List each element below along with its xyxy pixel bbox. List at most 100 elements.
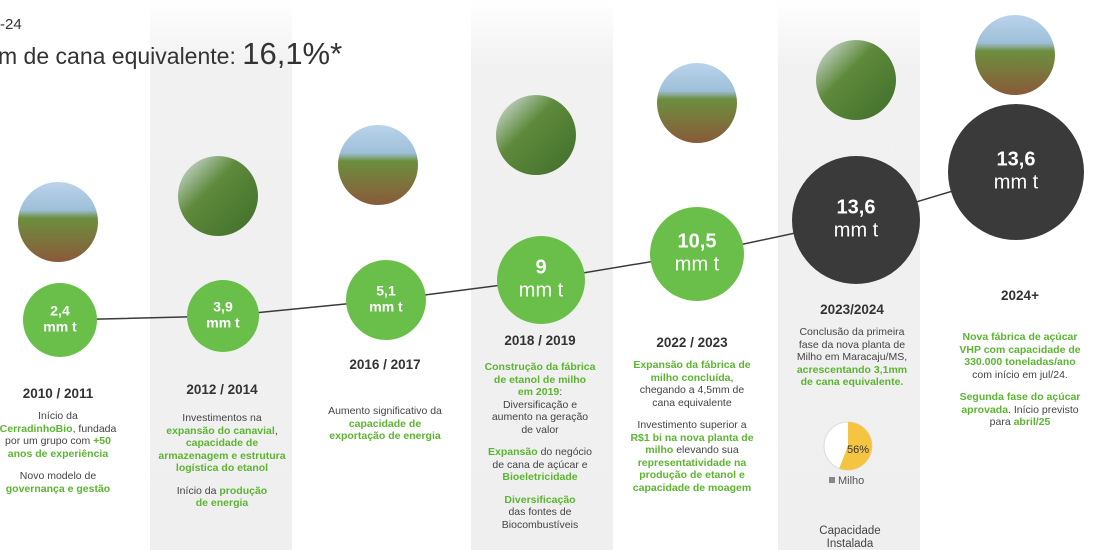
line: Biocombustíveis xyxy=(455,519,625,532)
text: Conclusão da primeira xyxy=(799,326,904,338)
bubble-unit: mm t xyxy=(206,314,240,330)
description: Expansão da fábrica demilho concluída,ch… xyxy=(607,359,777,504)
text: para xyxy=(990,416,1014,428)
bubble-value: 10,5 xyxy=(678,230,717,252)
line: Nova fábrica de açúcar xyxy=(935,331,1093,344)
highlight-text: Expansão xyxy=(488,446,538,458)
highlight-text: de etanol de milho xyxy=(494,374,586,386)
highlight-text: R$1 bi na nova planta de xyxy=(630,432,753,444)
paragraph: Início da produçãode energia xyxy=(137,485,307,510)
text: aumento na geração xyxy=(492,411,588,423)
bubble-value: 13,6 xyxy=(837,196,876,218)
highlight-text: Expansão da fábrica de xyxy=(633,359,750,371)
line: milho elevando sua xyxy=(607,444,777,457)
line: em 2019: xyxy=(455,386,625,399)
highlight-text: governança e gestão xyxy=(6,483,110,495)
line: VHP com capacidade de xyxy=(935,344,1093,357)
text: Biocombustíveis xyxy=(502,519,578,531)
page: Timeline {"header": {"prefix": "-24", "t… xyxy=(0,0,1093,550)
photo xyxy=(496,95,576,175)
highlight-text: capacidade de xyxy=(186,437,258,449)
line: R$1 bi na nova planta de xyxy=(607,432,777,445)
line: por um grupo com +50 xyxy=(0,435,143,448)
highlight-text: exportação de energia xyxy=(329,430,440,442)
line: chegando a 4,5mm de xyxy=(607,384,777,397)
highlight-text: +50 xyxy=(93,435,111,447)
pie-caption: Capacidade xyxy=(819,525,880,537)
highlight-text: VHP com capacidade de xyxy=(959,344,1080,356)
text: com início em jul/24. xyxy=(972,369,1068,381)
bubble-unit: mm t xyxy=(994,171,1039,193)
bubble-unit: mm t xyxy=(675,253,720,275)
line: acrescentando 3,1mm xyxy=(767,364,937,377)
text: fase da nova planta de xyxy=(799,339,905,351)
text: do negócio xyxy=(538,446,592,458)
line: 330.000 toneladas/ano xyxy=(935,356,1093,369)
description: Nova fábrica de açúcarVHP com capacidade… xyxy=(935,331,1093,439)
text: , xyxy=(731,372,734,384)
highlight-text: acrescentando 3,1mm xyxy=(797,364,907,376)
line: Milho em Maracaju/MS, xyxy=(767,351,937,364)
line: logística do etanol xyxy=(137,462,307,475)
highlight-text: CerradinhoBio xyxy=(0,423,73,435)
line: capacidade de xyxy=(300,418,470,431)
line: Diversificação xyxy=(455,494,625,507)
paragraph: Investimento superior aR$1 bi na nova pl… xyxy=(607,419,777,494)
highlight-text: produção de etanol e xyxy=(639,469,745,481)
line: com início em jul/24. xyxy=(935,369,1093,382)
text: Início da xyxy=(177,485,220,497)
line: produção de etanol e xyxy=(607,469,777,482)
line: de energia xyxy=(137,497,307,510)
line: Bioeletricidade xyxy=(455,471,625,484)
highlight-text: abril/25 xyxy=(1014,416,1051,428)
line: governança e gestão xyxy=(0,483,143,496)
line: Aumento significativo da xyxy=(300,405,470,418)
period: 2016 / 2017 xyxy=(300,357,470,372)
line: fase da nova planta de xyxy=(767,339,937,352)
text: , xyxy=(275,425,278,437)
highlight-text: Diversificação xyxy=(504,494,575,506)
line: de cana de açúcar e xyxy=(455,459,625,472)
highlight-text: logística do etanol xyxy=(176,462,268,474)
text: Aumento significativo da xyxy=(328,405,442,417)
line: Início da produção xyxy=(137,485,307,498)
text: Início da xyxy=(38,410,78,422)
line: Construção da fábrica xyxy=(455,361,625,374)
line: representatividade na xyxy=(607,457,777,470)
highlight-text: 330.000 toneladas/ano xyxy=(964,356,1075,368)
bubble-value: 9 xyxy=(535,256,546,278)
highlight-text: em 2019 xyxy=(518,386,559,398)
highlight-text: representatividade na xyxy=(638,457,747,469)
line: Expansão da fábrica de xyxy=(607,359,777,372)
line: capacidade de moagem xyxy=(607,482,777,495)
period: 2018 / 2019 xyxy=(455,333,625,348)
line: Início da xyxy=(0,410,143,423)
description: Construção da fábricade etanol de milhoe… xyxy=(455,361,625,541)
text: chegando a 4,5mm de xyxy=(640,384,745,396)
period: 2010 / 2011 xyxy=(0,386,143,401)
line: exportação de energia xyxy=(300,430,470,443)
highlight-text: milho concluída xyxy=(651,372,731,384)
text: cana equivalente xyxy=(652,397,731,409)
bubble-unit: mm t xyxy=(834,219,879,241)
period: 2023/2024 xyxy=(767,302,937,317)
line: Conclusão da primeira xyxy=(767,326,937,339)
line: aumento na geração xyxy=(455,411,625,424)
photo xyxy=(657,63,737,143)
text: de cana de açúcar e xyxy=(492,459,587,471)
bubble-value: 13,6 xyxy=(997,148,1036,170)
highlight-text: Construção da fábrica xyxy=(485,361,596,373)
line: cana equivalente xyxy=(607,397,777,410)
line: CerradinhoBio, fundada xyxy=(0,423,143,436)
line: aprovada. Início previsto xyxy=(935,404,1093,417)
